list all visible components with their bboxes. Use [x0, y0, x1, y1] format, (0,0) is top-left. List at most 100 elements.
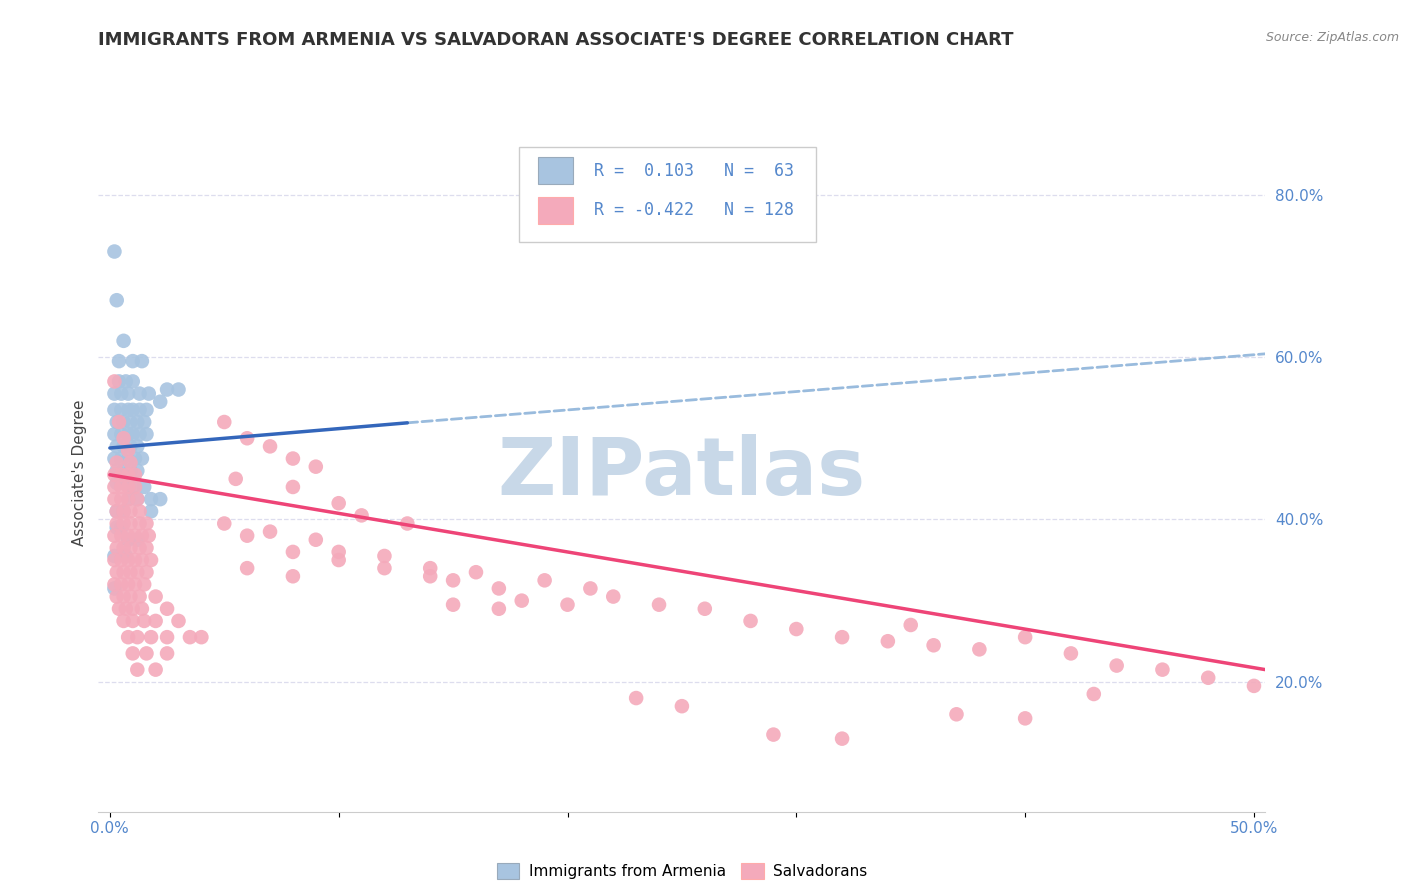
Point [305, 533, 328, 547]
Point [127, 533, 149, 547]
Point [740, 614, 762, 628]
Point [110, 427, 132, 442]
Point [139, 492, 162, 507]
Point [900, 618, 922, 632]
Point [105, 565, 128, 579]
Point [465, 565, 488, 579]
Point [120, 456, 142, 470]
Point [105, 504, 128, 518]
Point [103, 582, 125, 596]
Point [127, 464, 149, 478]
Bar [538, 157, 574, 185]
Y-axis label: Associate's Degree: Associate's Degree [72, 400, 87, 546]
Point [112, 464, 135, 478]
Point [112, 334, 135, 348]
Point [945, 707, 967, 722]
Point [120, 439, 142, 453]
Point [1105, 658, 1128, 673]
Point [128, 590, 150, 604]
Point [281, 545, 304, 559]
Point [120, 516, 142, 531]
Point [236, 529, 259, 543]
Point [876, 634, 898, 648]
Point [419, 569, 441, 583]
Point [139, 553, 162, 567]
Point [117, 533, 139, 547]
Point [112, 504, 135, 518]
Point [131, 529, 153, 543]
Point [488, 601, 510, 615]
Point [167, 383, 190, 397]
Point [281, 451, 304, 466]
Point [259, 439, 281, 453]
Point [110, 577, 132, 591]
Point [127, 630, 149, 644]
Point [131, 601, 153, 615]
Point [1014, 711, 1036, 725]
Point [179, 630, 201, 644]
Point [1083, 687, 1105, 701]
Point [120, 464, 142, 478]
Point [105, 293, 128, 308]
Point [134, 614, 156, 628]
Point [557, 598, 579, 612]
Point [1243, 679, 1265, 693]
Point [103, 386, 125, 401]
Point [214, 415, 236, 429]
Point [419, 561, 441, 575]
Point [110, 451, 132, 466]
Legend: Immigrants from Armenia, Salvadorans: Immigrants from Armenia, Salvadorans [491, 857, 873, 886]
Point [396, 516, 419, 531]
Point [922, 638, 945, 652]
Point [236, 561, 259, 575]
Point [110, 402, 132, 417]
Point [305, 459, 328, 474]
Point [156, 601, 179, 615]
FancyBboxPatch shape [519, 147, 815, 243]
Point [693, 601, 716, 615]
Point [139, 504, 162, 518]
Point [105, 439, 128, 453]
Point [259, 524, 281, 539]
Point [103, 402, 125, 417]
Point [533, 574, 555, 588]
Point [110, 467, 132, 482]
Point [124, 467, 146, 482]
Point [762, 728, 785, 742]
Point [441, 574, 464, 588]
Text: Source: ZipAtlas.com: Source: ZipAtlas.com [1265, 31, 1399, 45]
Point [127, 415, 149, 429]
Point [138, 386, 160, 401]
Point [127, 439, 149, 453]
Point [121, 614, 143, 628]
Point [108, 601, 131, 615]
Point [134, 415, 156, 429]
Point [328, 553, 350, 567]
Point [127, 663, 149, 677]
Point [190, 630, 212, 644]
Point [117, 467, 139, 482]
Point [103, 492, 125, 507]
Bar [538, 197, 574, 224]
Point [1152, 663, 1174, 677]
Point [350, 508, 373, 523]
Point [127, 492, 149, 507]
Point [105, 516, 128, 531]
Point [117, 480, 139, 494]
Point [120, 415, 142, 429]
Point [112, 614, 135, 628]
Point [145, 614, 167, 628]
Point [103, 480, 125, 494]
Point [671, 699, 693, 714]
Point [117, 386, 139, 401]
Point [156, 383, 179, 397]
Point [105, 520, 128, 534]
Point [124, 451, 146, 466]
Point [131, 451, 153, 466]
Text: R = -0.422   N = 128: R = -0.422 N = 128 [595, 202, 794, 219]
Point [105, 541, 128, 555]
Point [103, 427, 125, 442]
Point [236, 431, 259, 445]
Point [103, 577, 125, 591]
Point [115, 375, 138, 389]
